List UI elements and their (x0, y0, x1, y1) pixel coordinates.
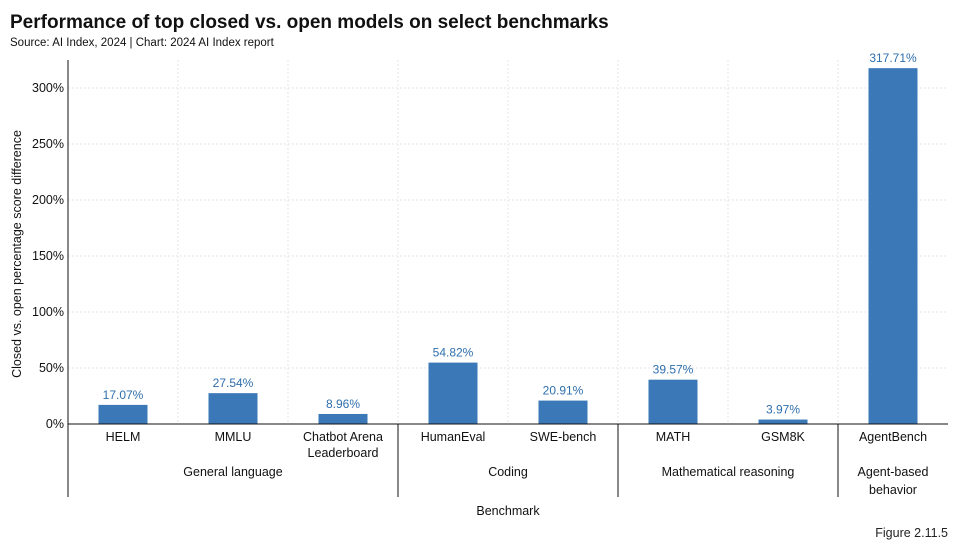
category-label: HELM (106, 430, 141, 444)
chart-title: Performance of top closed vs. open model… (10, 12, 609, 33)
y-tick-label: 300% (32, 81, 64, 95)
y-tick-label: 200% (32, 193, 64, 207)
bar (98, 404, 148, 424)
bar (758, 419, 808, 424)
bar-value-label: 317.71% (869, 51, 917, 65)
bar (868, 68, 918, 425)
axes (67, 60, 948, 497)
y-tick-label: 100% (32, 305, 64, 319)
labels: 0% 50% 100% 150% 200% 250% 300% 17.07% HELM 27.54… (10, 51, 928, 518)
bar (648, 379, 698, 424)
category-label: HumanEval (421, 430, 486, 444)
category-label: AgentBench (859, 430, 927, 444)
bar-value-label: 54.82% (433, 346, 474, 360)
category-label: GSM8K (761, 430, 805, 444)
x-axis-title: Benchmark (476, 504, 540, 518)
gridlines (68, 60, 948, 424)
figure-label: Figure 2.11.5 (875, 526, 948, 540)
bar-value-label: 39.57% (653, 363, 694, 377)
category-label: Chatbot Arena Leaderboard (303, 430, 383, 460)
chart-source: Source: AI Index, 2024 | Chart: 2024 AI … (10, 37, 274, 49)
category-label: MATH (656, 430, 691, 444)
bar-value-label: 27.54% (213, 376, 254, 390)
bar-value-label: 3.97% (766, 403, 800, 417)
y-tick-label: 50% (39, 361, 64, 375)
group-label: Coding (488, 465, 528, 479)
bar (208, 393, 258, 424)
bar (318, 413, 368, 424)
bar (428, 362, 478, 424)
group-label: Mathematical reasoning (662, 465, 795, 479)
bar-value-label: 17.07% (103, 388, 144, 402)
bars (98, 68, 918, 425)
y-axis-title: Closed vs. open percentage score differe… (10, 130, 24, 378)
bar (538, 400, 588, 424)
bar-value-label: 20.91% (543, 384, 584, 398)
y-tick-label: 150% (32, 249, 64, 263)
group-label: Agent-based behavior (858, 465, 929, 497)
y-tick-label: 0% (46, 417, 64, 431)
bar-value-label: 8.96% (326, 397, 360, 411)
y-tick-label: 250% (32, 137, 64, 151)
group-label: General language (183, 465, 282, 479)
category-label: SWE-bench (530, 430, 597, 444)
category-label: MMLU (215, 430, 252, 444)
